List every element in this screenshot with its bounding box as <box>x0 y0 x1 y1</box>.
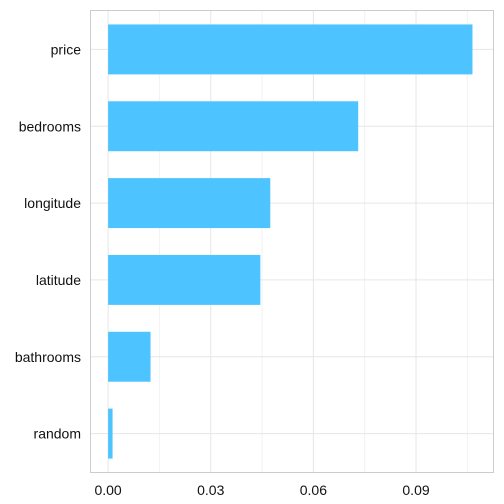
x-tick-label: 0.03 <box>197 482 224 498</box>
x-tick-label: 0.06 <box>300 482 327 498</box>
x-tick-label: 0.09 <box>402 482 429 498</box>
y-tick-labels: price bedrooms longitude latitude bathrooms r… <box>15 41 81 441</box>
bar-latitude <box>108 254 261 305</box>
bar-random <box>108 408 113 459</box>
x-tick-label: 0.00 <box>94 482 121 498</box>
grid-lines <box>91 11 493 472</box>
bars <box>108 24 473 459</box>
bar-price <box>108 24 473 75</box>
y-tick-label-random: random <box>34 426 81 442</box>
y-tick-label-bathrooms: bathrooms <box>15 349 81 365</box>
bar-longitude <box>108 178 271 229</box>
x-tick-labels: 0.00 0.03 0.06 0.09 <box>94 482 429 498</box>
y-tick-label-longitude: longitude <box>24 195 81 211</box>
y-tick-label-price: price <box>51 41 82 57</box>
bar-bathrooms <box>108 331 151 382</box>
panel-border <box>90 10 494 473</box>
y-tick-label-latitude: latitude <box>36 272 81 288</box>
bar-bedrooms <box>108 101 359 152</box>
y-tick-label-bedrooms: bedrooms <box>19 118 81 134</box>
